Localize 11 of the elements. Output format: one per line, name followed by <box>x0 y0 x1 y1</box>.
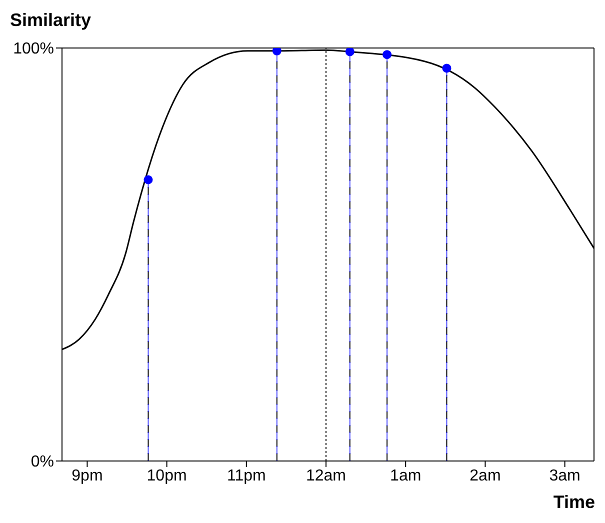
x-tick-label: 12am <box>306 467 346 484</box>
x-tick-label: 3am <box>549 467 580 484</box>
x-axis-title: Time <box>553 492 595 513</box>
x-tick-label: 10pm <box>146 467 187 484</box>
y-tick-label: 0% <box>30 454 54 471</box>
x-tick-label: 9pm <box>72 467 103 484</box>
y-axis-title: Similarity <box>10 10 92 31</box>
x-tick-label: 11pm <box>226 467 266 484</box>
x-tick-label: 1am <box>390 467 422 484</box>
y-tick-label: 100% <box>13 40 54 58</box>
x-tick-label: 2am <box>470 467 501 484</box>
